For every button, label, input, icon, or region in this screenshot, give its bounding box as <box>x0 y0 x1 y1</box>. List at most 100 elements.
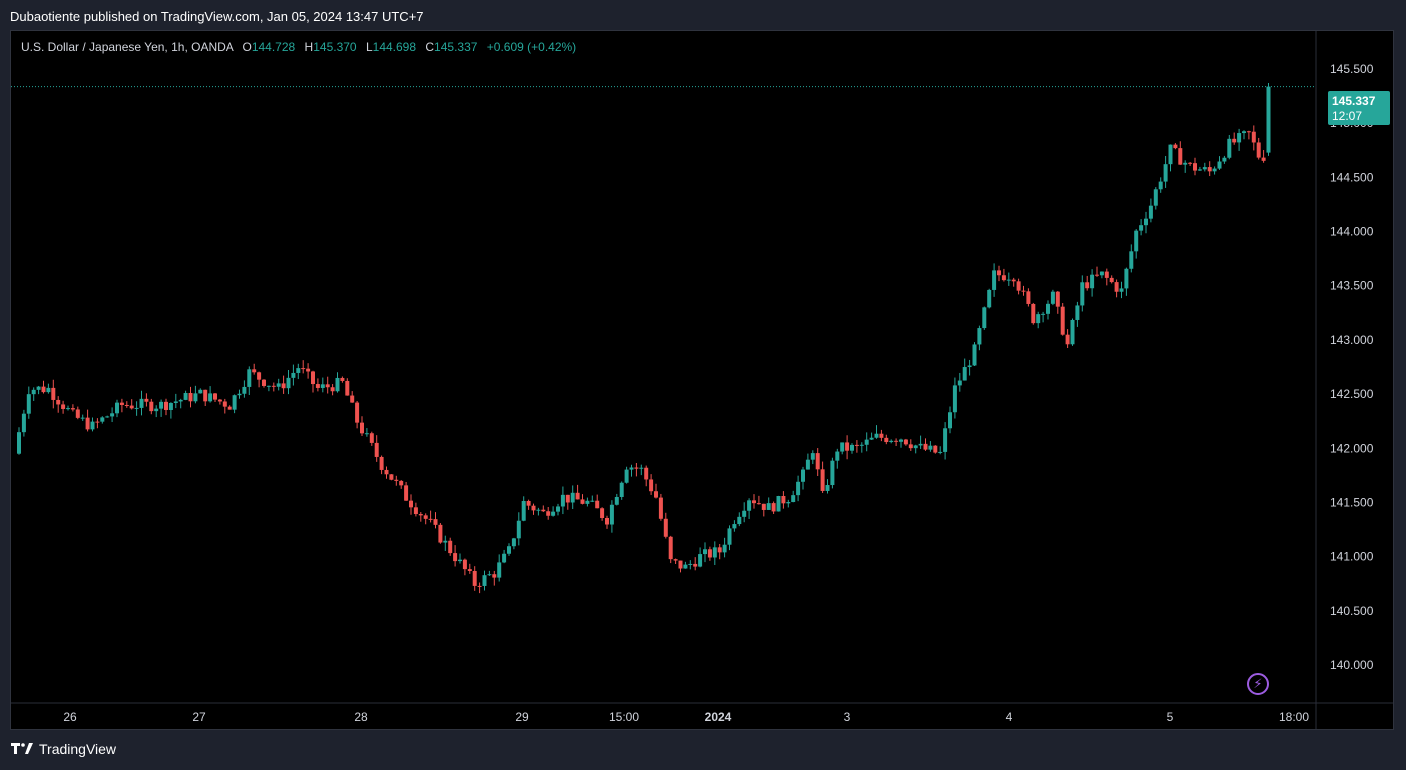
candle-body <box>213 393 217 400</box>
candle-body <box>1065 334 1070 345</box>
candle-body <box>340 377 345 381</box>
candle-body <box>1222 157 1227 162</box>
candle-body <box>1217 161 1222 169</box>
candle-body <box>472 570 477 586</box>
candle-body <box>320 384 325 388</box>
candle <box>448 537 453 556</box>
candle <box>810 450 815 465</box>
candle-body <box>879 433 884 438</box>
candle-body <box>688 563 693 565</box>
brand-name: TradingView <box>39 741 117 757</box>
candle-body <box>31 389 36 395</box>
candle <box>134 401 139 416</box>
candle-body <box>923 443 928 450</box>
candle <box>805 453 810 470</box>
candle <box>747 498 752 519</box>
candle <box>1178 141 1183 165</box>
candle-body <box>1099 271 1104 276</box>
candle-body <box>786 502 791 504</box>
candle-body <box>61 404 66 409</box>
symbol-title[interactable]: U.S. Dollar / Japanese Yen, 1h, OANDA <box>21 40 234 54</box>
y-tick-label: 140.500 <box>1330 604 1374 618</box>
candle-body <box>1031 303 1036 324</box>
candle <box>350 391 355 403</box>
candle <box>119 398 124 413</box>
lightning-bolt-icon[interactable]: ⚡ <box>1247 673 1269 695</box>
candle <box>281 375 286 394</box>
candle <box>521 496 526 522</box>
candle <box>556 503 560 516</box>
candle-body <box>1183 162 1188 165</box>
candle-body <box>497 562 502 578</box>
candle <box>1085 275 1090 291</box>
candle-body <box>1202 167 1207 170</box>
x-tick-label: 28 <box>354 710 368 724</box>
candle <box>1193 157 1197 176</box>
candle <box>619 481 624 500</box>
candle <box>36 385 41 395</box>
candle-body <box>1060 306 1065 335</box>
candle-body <box>286 377 291 389</box>
candle <box>232 394 237 414</box>
candle <box>1016 278 1021 295</box>
candlestick-chart[interactable]: 145.500145.000144.500144.000143.500143.0… <box>11 31 1393 729</box>
chart-panel[interactable]: 145.500145.000144.500144.000143.500143.0… <box>10 30 1394 730</box>
candle <box>1046 300 1050 320</box>
candle <box>791 490 796 503</box>
tradingview-brand[interactable]: TradingView <box>11 741 116 757</box>
candle-body <box>967 365 972 368</box>
candle-body <box>404 485 409 501</box>
candle-body <box>556 506 560 512</box>
candle <box>688 560 693 570</box>
candle-body <box>859 444 864 446</box>
candle <box>1070 318 1075 346</box>
candle <box>908 439 913 451</box>
candle-body <box>629 467 634 470</box>
candle <box>61 400 66 414</box>
candle <box>825 479 830 494</box>
candle-body <box>149 401 154 412</box>
candle <box>1055 290 1060 314</box>
candle-body <box>864 439 869 445</box>
candle-body <box>825 485 830 491</box>
candle-body <box>982 307 987 329</box>
y-tick-label: 141.500 <box>1330 495 1374 509</box>
y-tick-label: 143.500 <box>1330 279 1374 293</box>
candle <box>188 386 193 408</box>
candle <box>311 370 315 393</box>
candle-body <box>1256 142 1261 158</box>
candle <box>541 505 546 513</box>
candle <box>668 535 673 564</box>
candle <box>879 429 884 442</box>
y-tick-label: 142.500 <box>1330 387 1374 401</box>
candle-body <box>1251 131 1256 143</box>
candle-body <box>698 554 703 567</box>
candle-body <box>595 500 600 509</box>
candle <box>634 463 639 477</box>
candle <box>614 493 619 506</box>
candle-body <box>124 404 129 406</box>
candle-body <box>987 289 992 308</box>
candle-body <box>335 377 340 392</box>
candle <box>1021 285 1026 296</box>
candle-body <box>443 540 448 543</box>
candle <box>957 372 962 392</box>
candle-body <box>1124 268 1129 289</box>
candle <box>624 466 629 484</box>
candle-body <box>1011 279 1016 282</box>
candle-body <box>193 393 198 402</box>
candle <box>1148 198 1153 223</box>
candle-body <box>1070 319 1075 345</box>
candle <box>1168 144 1173 172</box>
candle-body <box>1016 281 1021 291</box>
candle <box>756 495 761 505</box>
candle <box>144 393 149 407</box>
candle <box>815 448 820 476</box>
candle <box>1036 311 1041 329</box>
candle-body <box>418 514 423 516</box>
candle <box>41 380 46 394</box>
candle <box>1144 211 1148 234</box>
candle <box>154 405 159 418</box>
candle <box>340 376 345 383</box>
candle <box>1251 125 1256 151</box>
